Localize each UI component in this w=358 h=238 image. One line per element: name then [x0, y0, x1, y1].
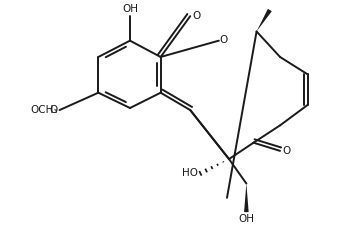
Text: HO: HO — [182, 168, 198, 178]
Polygon shape — [257, 9, 272, 31]
Text: O: O — [49, 105, 58, 115]
Polygon shape — [244, 183, 249, 212]
Text: O: O — [192, 11, 200, 21]
Text: OH: OH — [238, 214, 255, 224]
Text: O: O — [282, 146, 290, 156]
Text: O: O — [220, 35, 228, 45]
Text: OH: OH — [122, 4, 138, 14]
Text: OCH₃: OCH₃ — [30, 105, 58, 115]
